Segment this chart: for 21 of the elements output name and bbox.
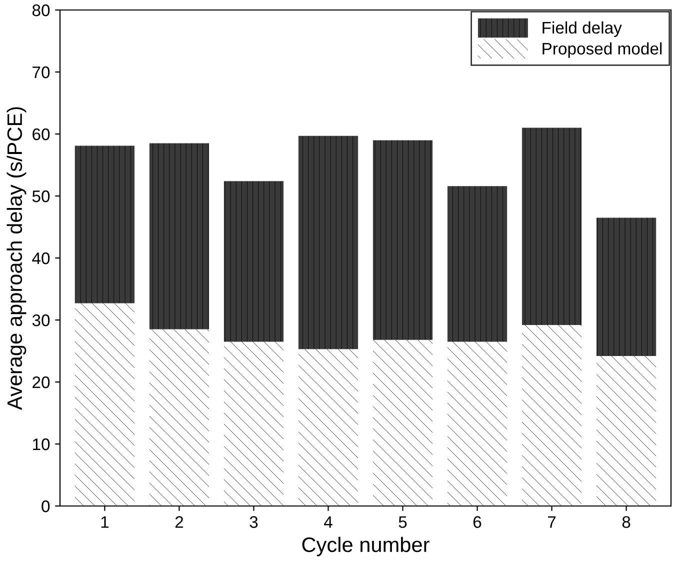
y-tick-label: 50 <box>32 190 50 202</box>
x-tick-label: 1 <box>101 516 109 528</box>
x-axis-title: Cycle number <box>302 536 430 556</box>
legend-label: Proposed model <box>542 42 662 58</box>
x-tick-label: 6 <box>473 516 482 528</box>
x-tick-label: 3 <box>250 516 258 528</box>
y-tick-label: 20 <box>32 376 50 388</box>
x-tick-label: 8 <box>622 516 630 528</box>
y-tick-label: 10 <box>33 438 50 450</box>
y-axis-title: Average approach delay (s/PCE) <box>6 107 26 410</box>
y-tick-label: 40 <box>32 252 50 264</box>
x-tick-label: 5 <box>398 516 407 528</box>
x-tick-label: 7 <box>548 516 556 528</box>
y-tick-label: 70 <box>32 66 50 78</box>
y-tick-label: 60 <box>32 128 50 140</box>
x-tick-label: 4 <box>324 516 332 528</box>
y-tick-label: 30 <box>32 314 50 326</box>
legend-label: Field delay <box>542 21 622 37</box>
y-tick-label: 80 <box>32 4 50 16</box>
y-tick-label: 0 <box>42 500 50 512</box>
x-tick-label: 2 <box>175 516 184 528</box>
